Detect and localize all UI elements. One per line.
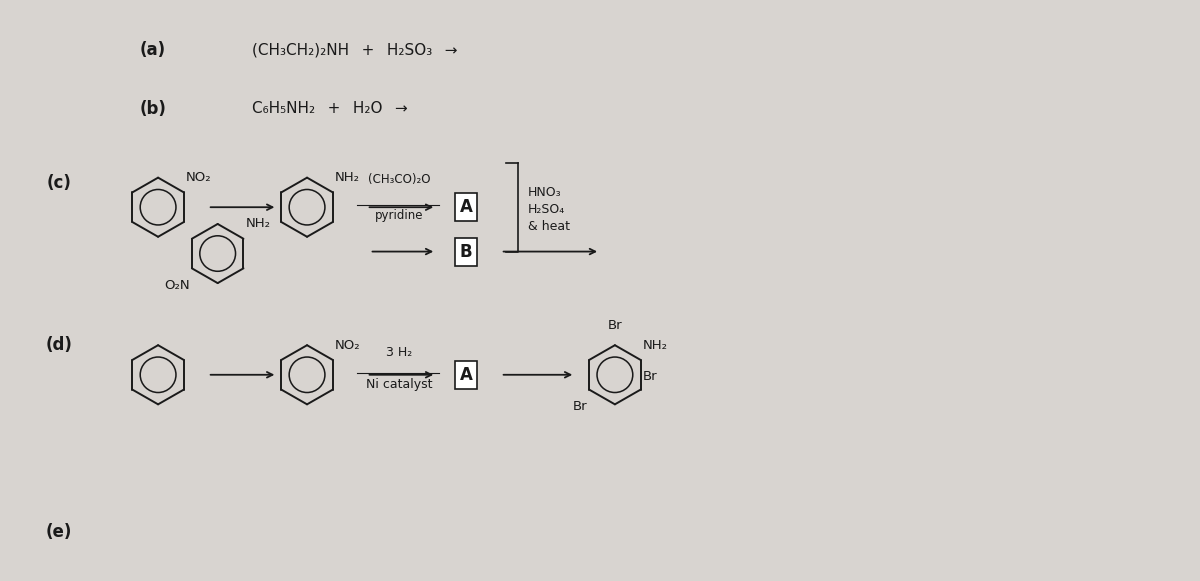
Text: (CH₃CH₂)₂NH  +  H₂SO₃  →: (CH₃CH₂)₂NH + H₂SO₃ → xyxy=(252,42,458,57)
Text: HNO₃: HNO₃ xyxy=(528,186,562,199)
Text: (b): (b) xyxy=(139,100,167,117)
Text: pyridine: pyridine xyxy=(376,209,424,222)
Text: Br: Br xyxy=(607,320,623,332)
Text: Br: Br xyxy=(643,370,658,383)
Text: Br: Br xyxy=(572,400,587,413)
Text: & heat: & heat xyxy=(528,220,570,234)
Text: NO₂: NO₂ xyxy=(186,171,211,184)
Text: NO₂: NO₂ xyxy=(335,339,360,352)
Text: C₆H₅NH₂  +  H₂O  →: C₆H₅NH₂ + H₂O → xyxy=(252,101,408,116)
Text: (d): (d) xyxy=(46,336,72,354)
Text: (a): (a) xyxy=(140,41,166,59)
Text: NH₂: NH₂ xyxy=(335,171,360,184)
Text: (CH₃CO)₂O: (CH₃CO)₂O xyxy=(368,173,431,185)
Text: NH₂: NH₂ xyxy=(643,339,667,352)
Text: 3 H₂: 3 H₂ xyxy=(386,346,413,359)
Text: NH₂: NH₂ xyxy=(246,217,270,231)
Text: (c): (c) xyxy=(47,174,71,192)
Text: H₂SO₄: H₂SO₄ xyxy=(528,203,565,216)
Text: (e): (e) xyxy=(46,523,72,541)
Text: A: A xyxy=(460,198,473,216)
Text: Ni catalyst: Ni catalyst xyxy=(366,378,433,391)
Text: A: A xyxy=(460,366,473,384)
Text: B: B xyxy=(460,242,473,260)
Text: O₂N: O₂N xyxy=(164,278,190,292)
